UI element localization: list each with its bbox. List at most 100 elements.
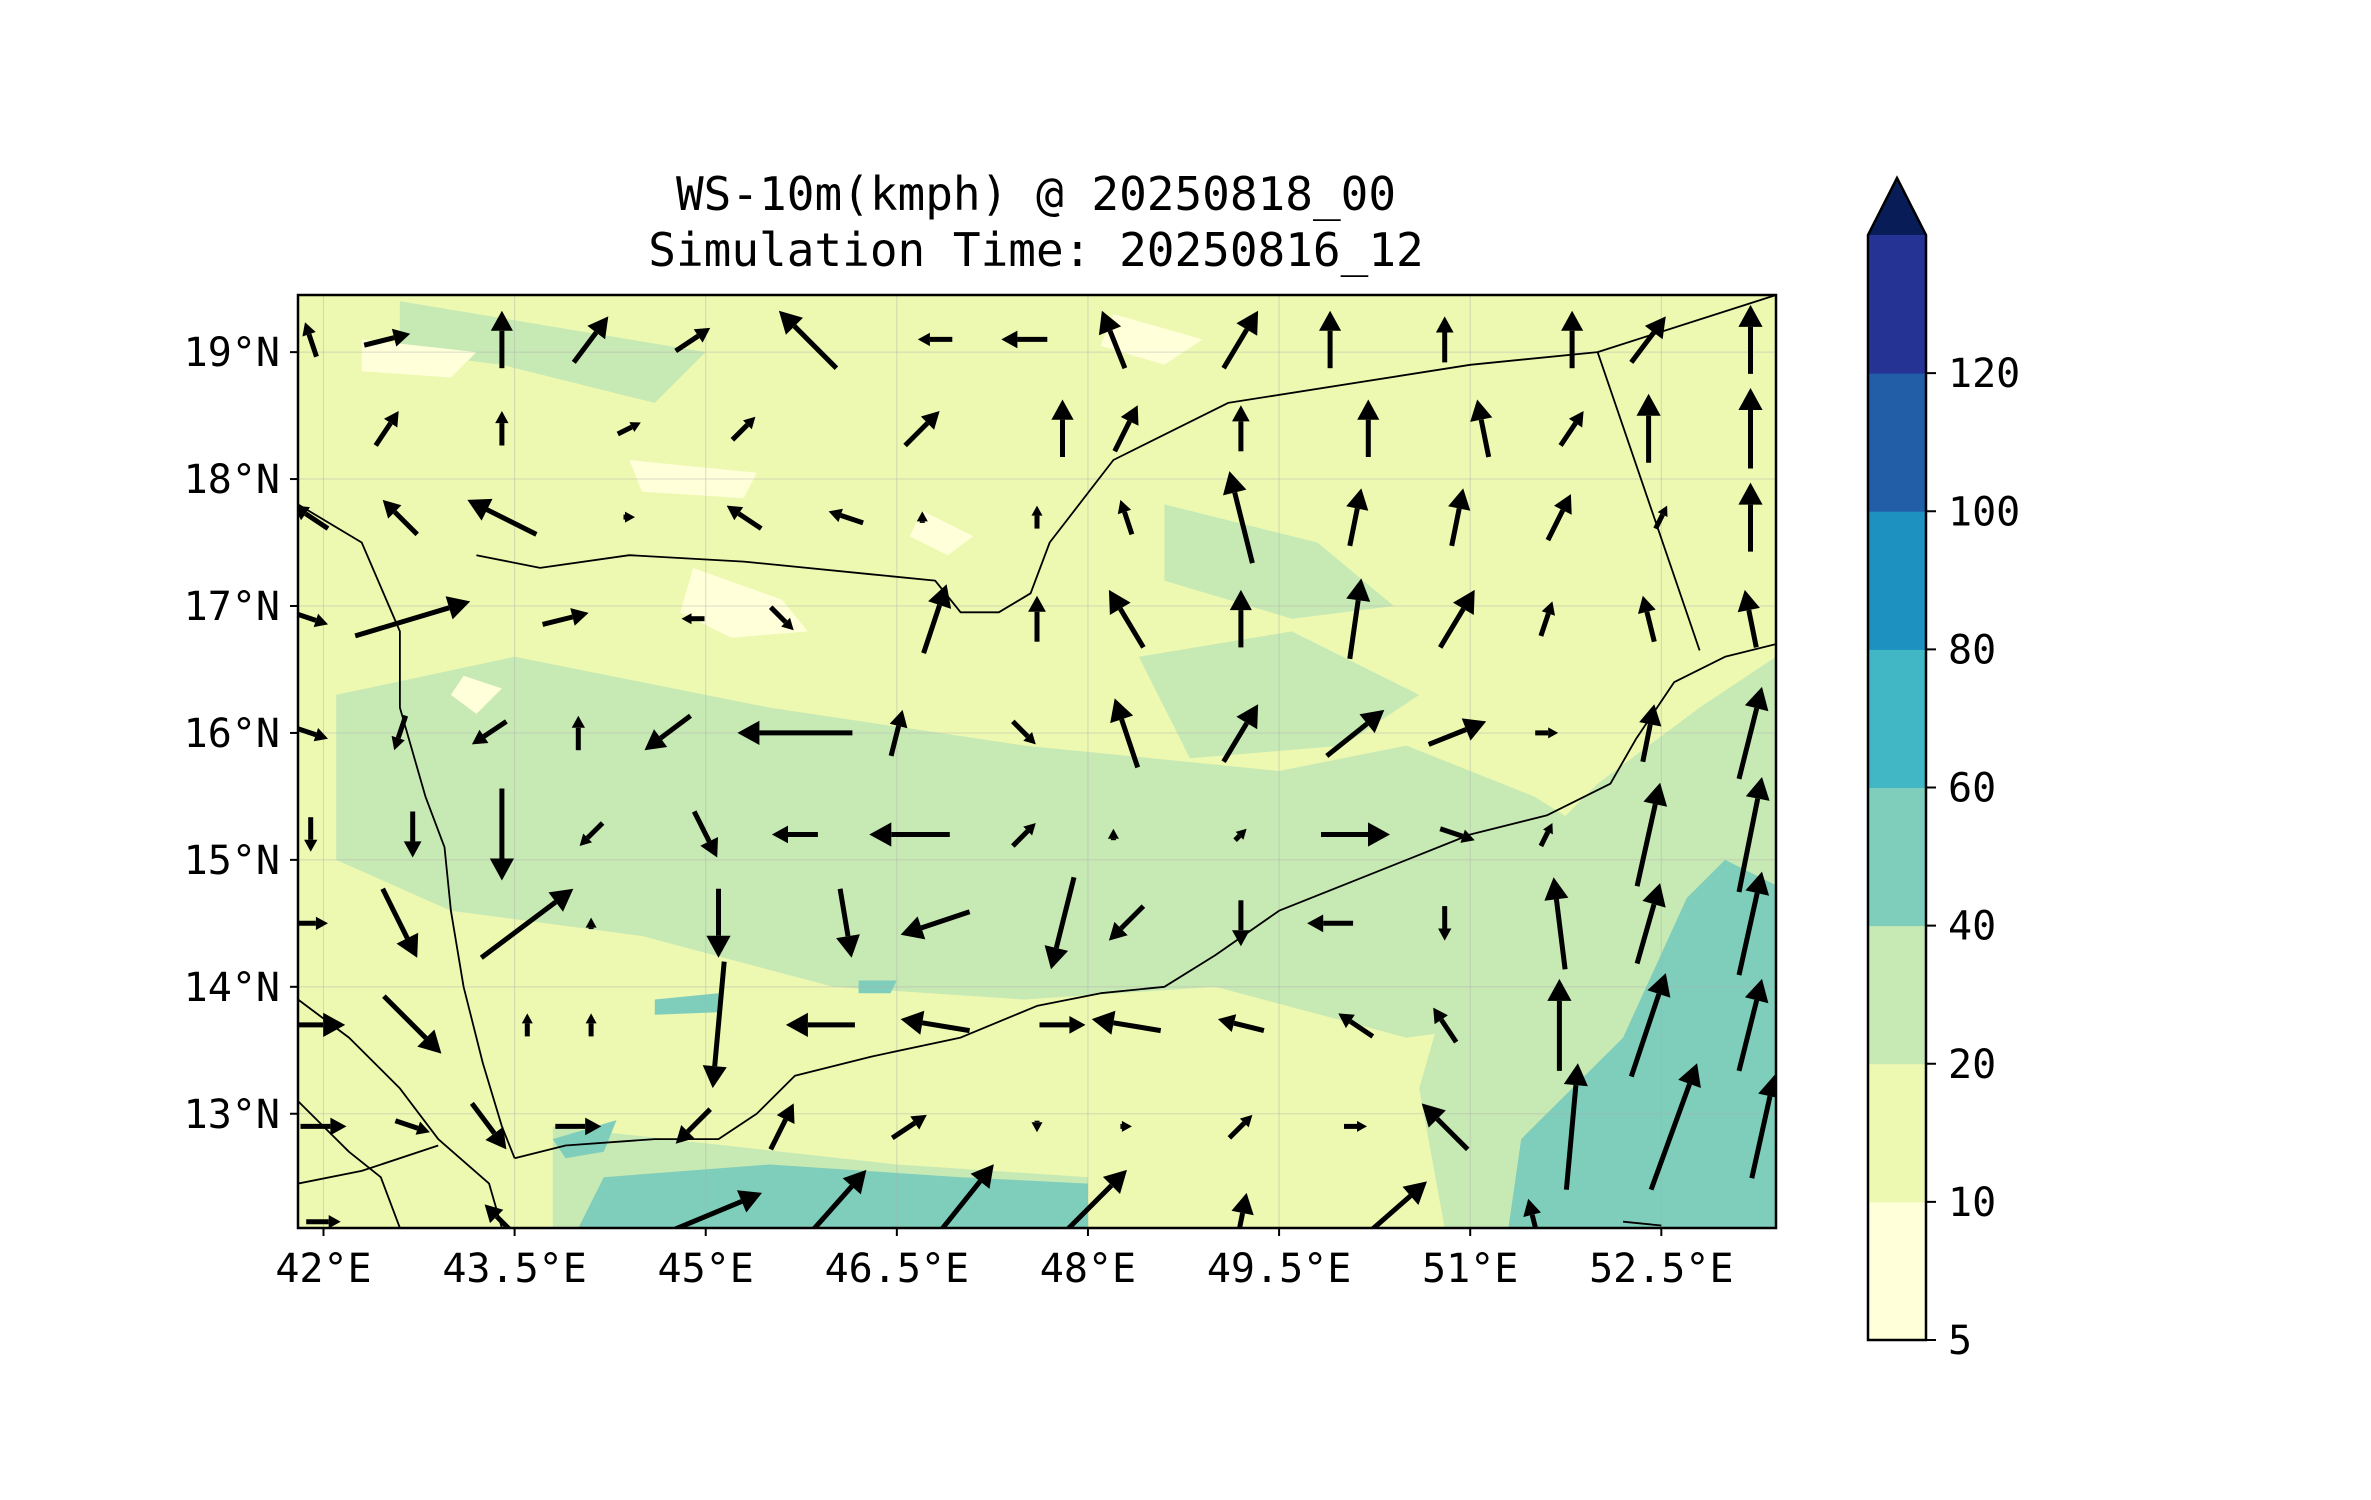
wind-vector-head (1548, 727, 1559, 739)
x-tick-label: 49.5°E (1207, 1246, 1352, 1292)
wind-vector-shaft (671, 1199, 743, 1228)
x-tick-label: 52.5°E (1589, 1246, 1734, 1292)
wind-vector-head (570, 608, 589, 626)
wind-vector-shaft (395, 714, 409, 739)
x-axis-ticks: 42°E 43.5°E 45°E 46.5°E 48°E 49.5°E 51°E 52.5°E (275, 1228, 1734, 1292)
boundary-arabian-peninsula-west-coast (298, 503, 516, 1159)
wind-vector (1108, 904, 1146, 941)
wind-vector-head (869, 822, 892, 847)
wind-vector (836, 888, 860, 958)
wind-vector-shaft (1349, 1019, 1375, 1039)
wind-vector-head (629, 422, 641, 432)
region-40-60-9 (654, 993, 719, 1015)
wind-vector (1319, 310, 1342, 369)
wind-vector (1039, 1016, 1086, 1034)
wind-vector-head (1031, 1122, 1043, 1133)
wind-vector-head (489, 858, 514, 881)
wind-vector-head (1647, 973, 1671, 998)
wind-vector-head (585, 1117, 602, 1136)
wind-vector (900, 1010, 971, 1035)
wind-vector-head (842, 1169, 867, 1195)
wind-vector (939, 1164, 994, 1228)
wind-vector (623, 511, 635, 523)
wind-vector (1221, 704, 1259, 763)
wind-vector-head (391, 328, 411, 347)
wind-vector (306, 1215, 341, 1228)
region-40-60-8 (552, 1120, 617, 1159)
region-5-10-14 (909, 510, 974, 556)
wind-vector-head (1031, 505, 1043, 516)
wind-vector-head (1107, 828, 1119, 839)
y-tick-label: 13°N (184, 1092, 280, 1138)
wind-vector (1545, 494, 1572, 542)
wind-vector (1065, 1169, 1127, 1228)
wind-vector (1563, 1063, 1588, 1190)
wind-vector-head (403, 841, 422, 858)
wind-vector (1098, 310, 1128, 370)
wind-vector-head (1051, 399, 1074, 420)
wind-vector-head (1644, 316, 1666, 340)
wind-vector-shaft (394, 1118, 419, 1131)
wind-vector-head (396, 932, 419, 958)
wind-vector-head (1448, 488, 1471, 511)
wind-vector-head (1657, 505, 1668, 517)
colorbar-tick-label: 5 (1948, 1318, 1972, 1364)
wind-vector (1638, 595, 1657, 643)
wind-vector (1110, 698, 1141, 769)
wind-vector-shaft (1545, 509, 1566, 542)
wind-vector (1223, 471, 1255, 564)
boundary-southern-coast (514, 643, 1776, 1160)
wind-vector-head (771, 825, 788, 844)
y-tick-label: 14°N (184, 965, 280, 1011)
wind-vector-head (916, 511, 928, 522)
wind-vector (702, 961, 727, 1089)
wind-vector-head (1357, 399, 1380, 420)
wind-vector (900, 909, 971, 940)
wind-vector-head (900, 1010, 925, 1035)
region-20-40-0 (336, 656, 1636, 1038)
wind-vector-head (1108, 589, 1131, 615)
wind-vector-shaft (1563, 1084, 1579, 1190)
wind-vector-head (313, 613, 328, 628)
wind-vector (671, 1190, 762, 1228)
wind-vector (1321, 822, 1390, 847)
wind-vector-head (467, 498, 493, 521)
wind-vector-head (1758, 1074, 1776, 1098)
wind-vector-shaft (792, 324, 839, 370)
wind-vector (1558, 411, 1584, 447)
wind-vector-head (1239, 1114, 1253, 1128)
colorbar-tick-label: 40 (1948, 904, 1996, 950)
wind-vector-head (1091, 1010, 1116, 1035)
wind-vector-head (1745, 777, 1770, 801)
wind-vector (1091, 1010, 1162, 1035)
wind-vector-head (1120, 405, 1139, 426)
wind-vector-head (315, 916, 328, 930)
colorbar-tick-label: 100 (1948, 489, 2020, 535)
wind-vector-head (1236, 310, 1259, 336)
wind-vector-shaft (768, 1118, 788, 1151)
boundary-socotra-west (1623, 1220, 1662, 1227)
wind-vector (1738, 482, 1763, 552)
wind-vector-head (1744, 686, 1769, 712)
wind-vector (1232, 900, 1250, 947)
region-5-10-13 (629, 460, 757, 499)
wind-vector-shaft (541, 614, 574, 627)
wind-vector-shaft (485, 507, 538, 537)
wind-vector-shaft (1221, 328, 1249, 370)
wind-vector (571, 316, 609, 364)
colorbar-tick-label: 60 (1948, 766, 1996, 812)
wind-vector-head (1745, 871, 1770, 896)
wind-vector (555, 1117, 602, 1136)
wind-vector-head (1460, 829, 1475, 843)
x-tick-label: 46.5°E (825, 1246, 970, 1292)
boundary-saudi-yemen-border (476, 295, 1776, 614)
wind-vector (298, 1012, 346, 1037)
wind-vector-shaft (393, 510, 419, 537)
wind-vector-head (778, 310, 803, 335)
region-40-60-7 (578, 1164, 1088, 1228)
wind-vector-head (743, 416, 756, 430)
wind-vector-shaft (811, 1184, 854, 1228)
wind-vector-shaft (380, 887, 410, 940)
wind-vector (1001, 330, 1048, 349)
wind-vector-head (1001, 330, 1018, 349)
